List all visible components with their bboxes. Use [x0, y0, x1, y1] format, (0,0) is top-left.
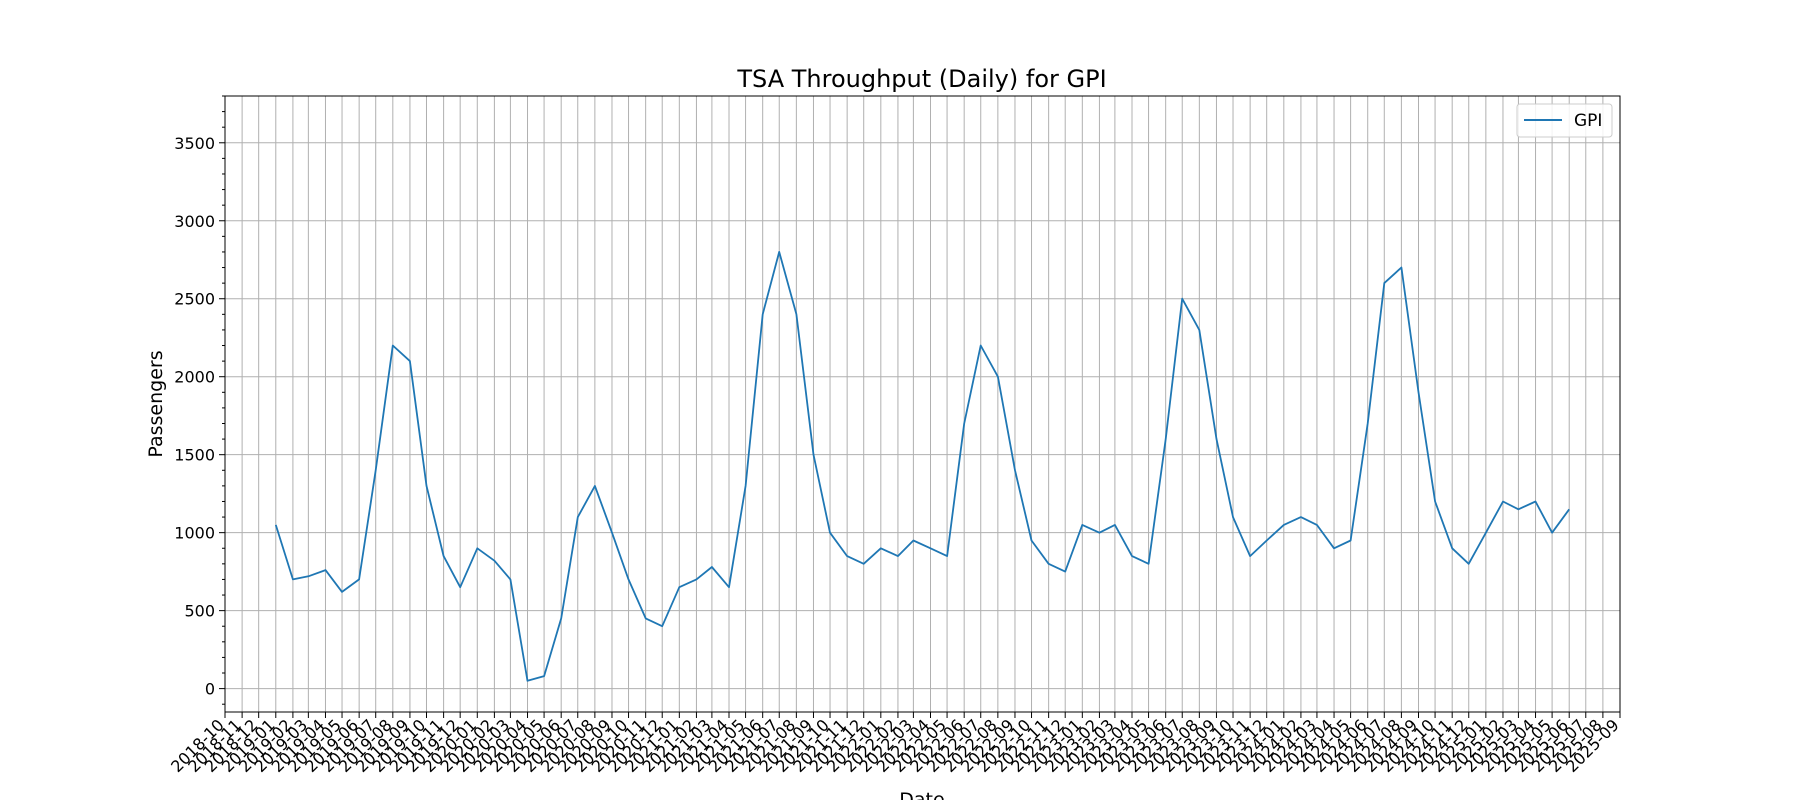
chart-title: TSA Throughput (Daily) for GPI	[736, 65, 1106, 93]
y-tick-label: 1000	[174, 524, 215, 543]
y-tick-label: 1500	[174, 446, 215, 465]
y-tick-label: 2000	[174, 368, 215, 387]
y-tick-label: 2500	[174, 290, 215, 309]
y-tick-label: 500	[184, 602, 215, 621]
series-line-gpi	[274, 250, 1570, 682]
legend-label-gpi: GPI	[1574, 111, 1602, 131]
y-tick-label: 3500	[174, 134, 215, 153]
y-axis: 0 500 1000 1500 2000 2500 3000 3500	[174, 95, 225, 705]
y-axis-title: Passengers	[145, 350, 167, 457]
legend-box	[1516, 103, 1613, 138]
legend: GPI	[1516, 103, 1613, 138]
y-tick-label: 0	[205, 680, 215, 699]
y-tick-label: 3000	[174, 212, 215, 231]
x-axis-title: Date	[899, 789, 944, 800]
x-axis: 2018-102018-112018-122019-012019-022019-…	[167, 712, 1623, 776]
plot-area	[225, 96, 1620, 712]
series-layer	[274, 250, 1570, 682]
plot-frame	[224, 95, 1621, 713]
